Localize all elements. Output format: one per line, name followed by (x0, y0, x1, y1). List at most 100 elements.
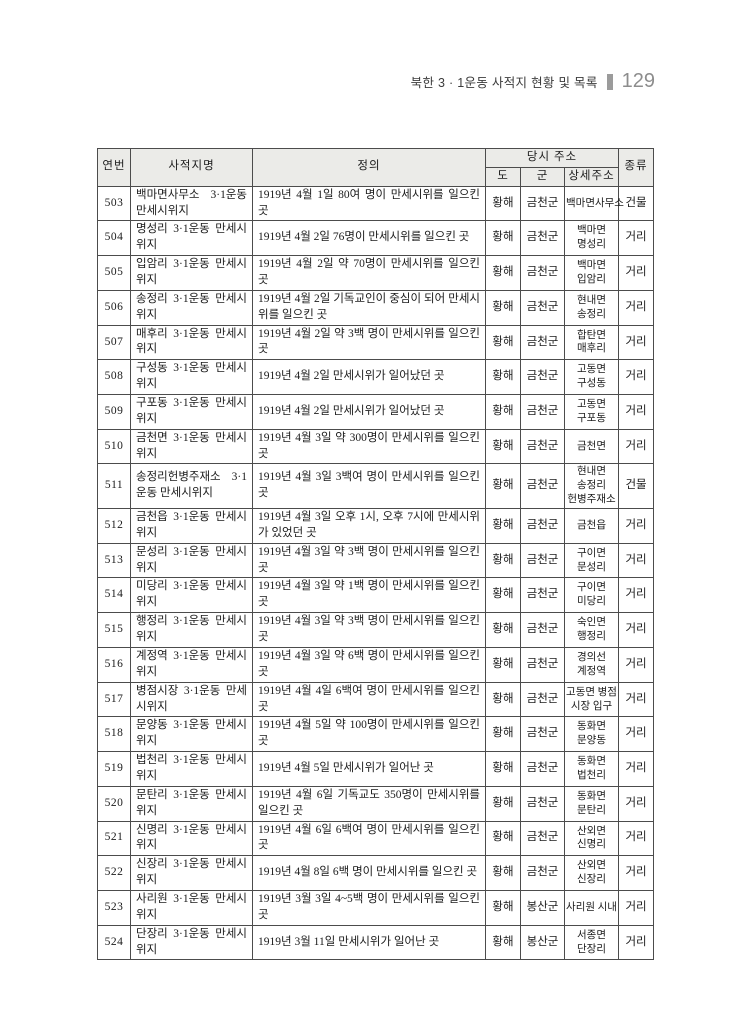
cell-county: 봉산군 (520, 889, 565, 926)
cell-site-name: 법천리 3·1운동 만세시위지 (130, 751, 253, 787)
table-row: 511 송정리헌병주재소 3·1운동 만세시위지 1919년 4월 3일 3백여… (97, 463, 655, 510)
header-county: 군 (520, 166, 565, 187)
cell-row-number: 524 (97, 924, 131, 961)
cell-county: 금천군 (520, 289, 565, 326)
cell-county: 금천군 (520, 463, 565, 510)
cell-type: 거리 (618, 220, 655, 257)
cell-county: 금천군 (520, 716, 565, 753)
table-row: 522 신장리 3·1운동 만세시위지 1919년 4월 8일 6백 명이 만세… (97, 855, 655, 891)
cell-county: 금천군 (520, 820, 565, 857)
table-row: 507 매후리 3·1운동 만세시위지 1919년 4월 2일 약 3백 명이 … (97, 324, 655, 361)
header-address-group: 당시 주소 (484, 148, 620, 168)
cell-province: 황해 (485, 324, 521, 361)
cell-site-name: 금천면 3·1운동 만세시위지 (130, 428, 253, 465)
table-row: 512 금천읍 3·1운동 만세시위지 1919년 4월 3일 오후 1시, 오… (97, 508, 655, 544)
cell-row-number: 515 (97, 612, 131, 648)
cell-type: 거리 (618, 855, 655, 891)
header-no: 연번 (97, 148, 131, 187)
cell-site-name: 병점시장 3·1운동 만세시위지 (130, 681, 253, 718)
cell-county: 금천군 (520, 577, 565, 614)
table-row: 515 행정리 3·1운동 만세시위지 1919년 4월 3일 약 3백 명이 … (97, 612, 655, 648)
cell-definition: 1919년 3월 11일 만세시위가 일어난 곳 (252, 924, 486, 961)
cell-county: 금천군 (520, 508, 565, 544)
cell-definition: 1919년 3월 3일 4~5백 명이 만세시위를 일으킨 곳 (252, 889, 486, 926)
cell-type: 거리 (618, 577, 655, 614)
cell-row-number: 503 (97, 185, 131, 222)
cell-type: 거리 (618, 820, 655, 857)
cell-type: 거리 (618, 612, 655, 648)
cell-county: 금천군 (520, 785, 565, 822)
cell-site-name: 송정리헌병주재소 3·1운동 만세시위지 (130, 463, 253, 510)
cell-row-number: 517 (97, 681, 131, 718)
cell-type: 거리 (618, 324, 655, 361)
cell-county: 금천군 (520, 359, 565, 396)
table-row: 505 입암리 3·1운동 만세시위지 1919년 4월 2일 약 70명이 만… (97, 255, 655, 291)
cell-province: 황해 (485, 612, 521, 648)
cell-definition: 1919년 4월 5일 만세시위가 일어난 곳 (252, 751, 486, 787)
cell-type: 거리 (618, 428, 655, 465)
page-header: 북한 3 · 1운동 사적지 현황 및 목록 129 (411, 70, 655, 93)
header-address-detail: 상세주소 (563, 166, 620, 187)
cell-province: 황해 (485, 646, 521, 683)
cell-site-name: 입암리 3·1운동 만세시위지 (130, 255, 253, 291)
cell-county: 금천군 (520, 185, 565, 222)
table-row: 516 계정역 3·1운동 만세시위지 1919년 4월 3일 약 6백 명이 … (97, 646, 655, 683)
cell-definition: 1919년 4월 3일 오후 1시, 오후 7시에 만세시위가 있었던 곳 (252, 508, 486, 544)
table-row: 506 송정리 3·1운동 만세시위지 1919년 4월 2일 기독교인이 중심… (97, 289, 655, 326)
cell-address-detail: 산외면 신명리 (563, 820, 620, 857)
cell-county: 금천군 (520, 255, 565, 291)
cell-county: 금천군 (520, 646, 565, 683)
cell-type: 거리 (618, 785, 655, 822)
cell-site-name: 문탄리 3·1운동 만세시위지 (130, 785, 253, 822)
cell-row-number: 507 (97, 324, 131, 361)
header-province: 도 (485, 166, 521, 187)
running-title: 북한 3 · 1운동 사적지 현황 및 목록 (410, 76, 598, 90)
cell-definition: 1919년 4월 3일 약 1백 명이 만세시위를 일으킨 곳 (252, 577, 486, 614)
cell-type: 거리 (618, 289, 655, 326)
cell-province: 황해 (485, 220, 521, 257)
cell-province: 황해 (485, 185, 521, 222)
cell-type: 거리 (618, 394, 655, 430)
cell-site-name: 구포동 3·1운동 만세시위지 (130, 394, 253, 430)
cell-type: 거리 (618, 646, 655, 683)
cell-type: 거리 (618, 359, 655, 396)
cell-type: 거리 (618, 542, 655, 579)
cell-site-name: 구성동 3·1운동 만세시위지 (130, 359, 253, 396)
table-row: 513 문성리 3·1운동 만세시위지 1919년 4월 3일 약 3백 명이 … (97, 542, 655, 579)
table-row: 508 구성동 3·1운동 만세시위지 1919년 4월 2일 만세시위가 일어… (97, 359, 655, 396)
page-number: 129 (621, 70, 655, 92)
cell-province: 황해 (485, 577, 521, 614)
cell-row-number: 508 (97, 359, 131, 396)
cell-address-detail: 구이면 문성리 (563, 542, 620, 579)
cell-type: 거리 (618, 924, 655, 961)
cell-address-detail: 숙인면 행정리 (563, 612, 620, 648)
cell-address-detail: 백마면사무소 (563, 185, 624, 222)
cell-row-number: 512 (97, 508, 131, 544)
cell-province: 황해 (485, 255, 521, 291)
cell-row-number: 510 (97, 428, 131, 465)
cell-site-name: 신명리 3·1운동 만세시위지 (130, 820, 253, 857)
cell-definition: 1919년 4월 4일 6백여 명이 만세시위를 일으킨 곳 (252, 681, 486, 718)
cell-address-detail: 고동면 구포동 (563, 394, 620, 430)
cell-county: 금천군 (520, 220, 565, 257)
cell-definition: 1919년 4월 8일 6백 명이 만세시위를 일으킨 곳 (252, 855, 486, 891)
cell-province: 황해 (485, 394, 521, 430)
cell-county: 금천군 (520, 855, 565, 891)
cell-site-name: 신장리 3·1운동 만세시위지 (130, 855, 253, 891)
table-row: 514 미당리 3·1운동 만세시위지 1919년 4월 3일 약 1백 명이 … (97, 577, 655, 614)
cell-county: 금천군 (520, 428, 565, 465)
cell-row-number: 518 (97, 716, 131, 753)
cell-definition: 1919년 4월 5일 약 100명이 만세시위를 일으킨 곳 (252, 716, 486, 753)
table-row: 518 문양동 3·1운동 만세시위지 1919년 4월 5일 약 100명이 … (97, 716, 655, 753)
cell-definition: 1919년 4월 2일 76명이 만세시위를 일으킨 곳 (252, 220, 486, 257)
cell-site-name: 문성리 3·1운동 만세시위지 (130, 542, 253, 579)
cell-county: 금천군 (520, 751, 565, 787)
cell-row-number: 514 (97, 577, 131, 614)
cell-site-name: 매후리 3·1운동 만세시위지 (130, 324, 253, 361)
cell-site-name: 명성리 3·1운동 만세시위지 (130, 220, 253, 257)
cell-province: 황해 (485, 785, 521, 822)
cell-county: 금천군 (520, 324, 565, 361)
cell-definition: 1919년 4월 3일 3백여 명이 만세시위를 일으킨 곳 (252, 463, 486, 510)
cell-type: 거리 (618, 681, 655, 718)
cell-address-detail: 경의선 계정역 (563, 646, 620, 683)
